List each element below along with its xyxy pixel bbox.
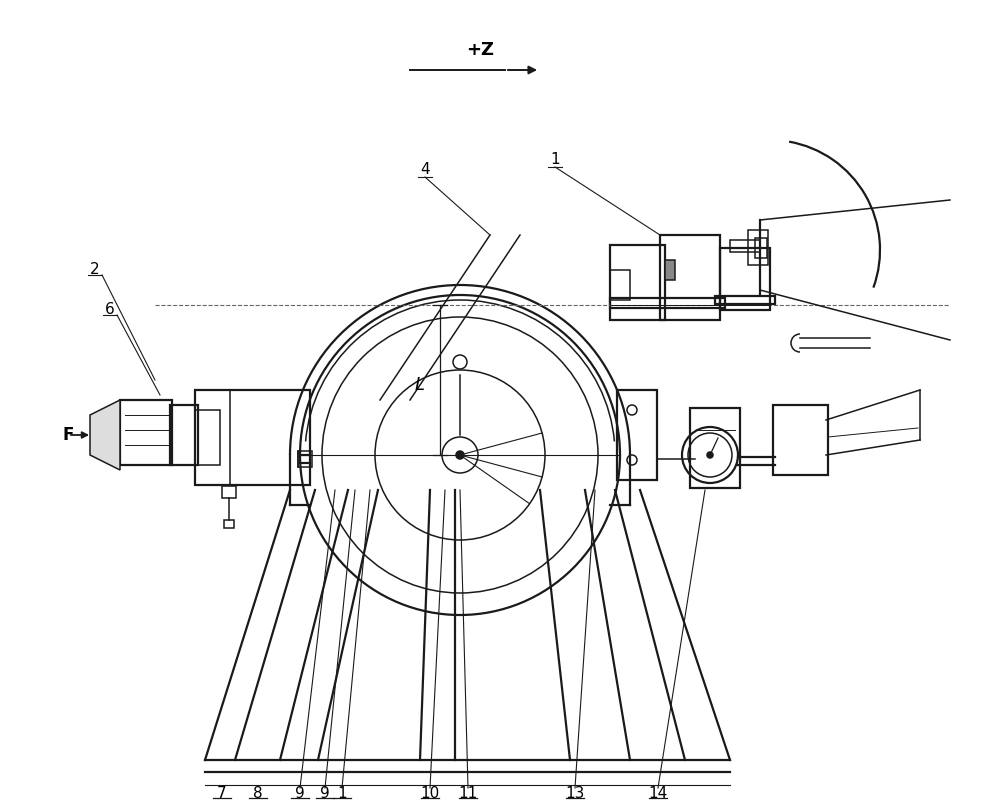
Text: 1: 1	[550, 152, 560, 168]
Bar	[748, 230, 768, 265]
Bar	[755, 238, 767, 258]
Bar	[715, 296, 775, 304]
Bar	[610, 270, 630, 300]
Bar	[224, 520, 234, 528]
Text: 1: 1	[337, 786, 347, 800]
Bar	[298, 451, 312, 467]
Text: F: F	[62, 426, 74, 444]
Text: +Z: +Z	[466, 41, 494, 59]
Bar	[170, 405, 198, 465]
Text: 2: 2	[90, 262, 100, 278]
Bar	[195, 390, 310, 485]
Text: 14: 14	[648, 786, 668, 800]
Text: 11: 11	[458, 786, 478, 800]
Bar	[720, 248, 770, 310]
Text: 9: 9	[320, 786, 330, 800]
Text: 13: 13	[565, 786, 585, 800]
Text: L: L	[415, 376, 425, 394]
Text: 10: 10	[420, 786, 440, 800]
Text: 4: 4	[420, 163, 430, 177]
Bar	[195, 410, 220, 465]
Bar	[660, 235, 720, 320]
Bar	[773, 405, 828, 475]
Bar	[730, 240, 760, 252]
Text: 7: 7	[217, 786, 227, 800]
Text: 9: 9	[295, 786, 305, 800]
Bar	[617, 390, 657, 480]
Bar	[120, 400, 172, 465]
Polygon shape	[90, 400, 120, 470]
Circle shape	[456, 451, 464, 459]
Bar	[610, 245, 665, 320]
Text: 6: 6	[105, 302, 115, 318]
Bar	[610, 298, 725, 308]
Bar	[690, 408, 740, 488]
Bar	[665, 260, 675, 280]
Bar	[222, 486, 236, 498]
Text: 8: 8	[253, 786, 263, 800]
Circle shape	[707, 452, 713, 458]
